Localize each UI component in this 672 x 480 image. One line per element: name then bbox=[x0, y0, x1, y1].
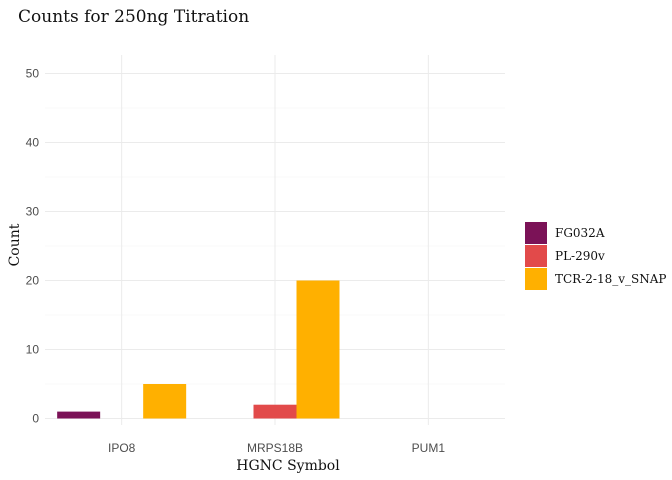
legend-label: TCR-2-18_v_SNAP bbox=[555, 272, 666, 286]
y-tick-label: 0 bbox=[32, 412, 39, 426]
bar bbox=[296, 280, 340, 419]
legend-item: PL-290v bbox=[525, 245, 605, 267]
x-tick-labels: IPO8 MRPS18B PUM1 bbox=[108, 441, 445, 455]
grid bbox=[45, 55, 505, 425]
legend-label: PL-290v bbox=[555, 249, 605, 263]
x-tick-label: IPO8 bbox=[108, 441, 136, 455]
y-tick-label: 30 bbox=[26, 205, 40, 219]
y-axis-label: Count bbox=[7, 223, 23, 266]
x-tick-label: PUM1 bbox=[412, 441, 446, 455]
x-tick-label: MRPS18B bbox=[247, 441, 303, 455]
x-axis-label: HGNC Symbol bbox=[236, 458, 340, 474]
bar bbox=[143, 384, 187, 419]
y-tick-label: 50 bbox=[26, 67, 40, 81]
legend-label: FG032A bbox=[555, 226, 605, 240]
chart-title: Counts for 250ng Titration bbox=[18, 7, 249, 27]
y-tick-label: 20 bbox=[26, 274, 40, 288]
legend-item: TCR-2-18_v_SNAP bbox=[525, 268, 666, 290]
y-tick-label: 40 bbox=[26, 136, 40, 150]
legend-swatch bbox=[525, 245, 547, 267]
bar bbox=[253, 404, 297, 419]
y-tick-label: 10 bbox=[26, 343, 40, 357]
legend: FG032A PL-290v TCR-2-18_v_SNAP bbox=[525, 222, 666, 290]
bars bbox=[57, 280, 340, 419]
legend-swatch bbox=[525, 268, 547, 290]
y-tick-labels: 0 10 20 30 40 50 bbox=[26, 67, 40, 426]
bar bbox=[57, 411, 101, 419]
legend-swatch bbox=[525, 222, 547, 244]
legend-item: FG032A bbox=[525, 222, 605, 244]
